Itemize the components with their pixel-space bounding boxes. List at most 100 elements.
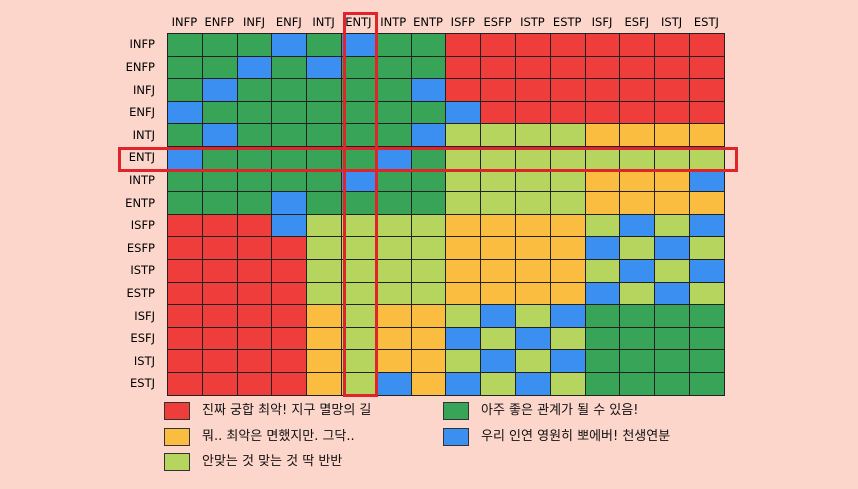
cell-infp-isfp: [445, 33, 482, 57]
cell-infp-esfp: [480, 33, 516, 57]
cell-infp-istp: [515, 33, 551, 57]
cell-infj-estj: [689, 78, 725, 102]
cell-esfp-entp: [410, 236, 447, 260]
cell-enfj-infj: [236, 100, 273, 125]
cell-isfj-enfp: [201, 304, 238, 328]
cell-isfp-istj: [654, 213, 690, 238]
column-label-enfj: ENFJ: [275, 15, 302, 29]
cell-estj-estj: [689, 372, 725, 396]
cell-istp-esfj: [619, 259, 656, 283]
cell-esfj-intj: [306, 326, 342, 351]
cell-intj-esfp: [480, 123, 516, 147]
cell-esfp-isfp: [445, 236, 482, 260]
row-label-intp: INTP: [129, 172, 155, 187]
cell-entp-entp: [410, 191, 447, 215]
cell-enfj-intj: [306, 100, 342, 125]
cell-enfp-isfp: [445, 55, 482, 80]
cell-isfj-entp: [410, 304, 447, 328]
row-label-istp: ISTP: [130, 263, 155, 278]
cell-isfj-infj: [236, 304, 273, 328]
column-label-estp: ESTP: [552, 15, 582, 29]
cell-intp-esfp: [480, 168, 516, 193]
cell-enfp-entp: [410, 55, 447, 80]
cell-intj-esfj: [619, 123, 656, 147]
cell-istp-intj: [306, 259, 342, 283]
cell-enfj-enfp: [201, 100, 238, 125]
cell-isfp-isfp: [445, 213, 482, 238]
cell-infp-intj: [306, 33, 342, 57]
cell-esfj-estp: [549, 326, 586, 351]
cell-isfp-istp: [515, 213, 551, 238]
legend-item-l: 안맞는 것 맞는 것 딱 반반: [164, 453, 444, 473]
cell-intp-intj: [306, 168, 342, 193]
column-label-isfj: ISFJ: [591, 15, 613, 29]
cell-intj-intj: [306, 123, 342, 147]
cell-intp-estp: [549, 168, 586, 193]
column-label-intj: INTJ: [312, 15, 335, 29]
cell-infj-istj: [654, 78, 690, 102]
cell-isfj-enfj: [271, 304, 308, 328]
cell-esfp-estp: [549, 236, 586, 260]
cell-esfp-istp: [515, 236, 551, 260]
cell-infp-enfj: [271, 33, 308, 57]
cell-infj-infp: [167, 78, 203, 102]
cell-infp-enfp: [201, 33, 238, 57]
cell-infp-entp: [410, 33, 447, 57]
cell-entp-enfp: [201, 191, 238, 215]
legend-label-y: 뭐.. 최악은 면했지만. 그닥..: [202, 429, 355, 444]
cell-esfp-intj: [306, 236, 342, 260]
cell-enfp-isfj: [584, 55, 621, 80]
cell-isfp-entp: [410, 213, 447, 238]
cell-esfj-isfp: [445, 326, 482, 351]
cell-estj-estp: [549, 372, 586, 396]
cell-estj-intp: [375, 372, 412, 396]
cell-esfj-enfp: [201, 326, 238, 351]
cell-infj-istp: [515, 78, 551, 102]
column-label-isfp: ISFP: [450, 15, 475, 29]
legend-swatch-l: [164, 453, 190, 471]
cell-intp-entp: [410, 168, 447, 193]
cell-istj-intj: [306, 349, 342, 373]
cell-entp-intj: [306, 191, 342, 215]
column-label-istj: ISTJ: [661, 15, 683, 29]
cell-estp-isfj: [584, 281, 621, 306]
cell-istj-intp: [375, 349, 412, 373]
column-label-estj: ESTJ: [693, 15, 719, 29]
cell-isfp-infp: [167, 213, 203, 238]
cell-intj-enfp: [201, 123, 238, 147]
cell-infj-infj: [236, 78, 273, 102]
row-label-esfp: ESFP: [126, 240, 155, 255]
column-label-intp: INTP: [380, 15, 407, 29]
cell-esfj-estj: [689, 326, 725, 351]
legend-item-y: 뭐.. 최악은 면했지만. 그닥..: [164, 428, 444, 448]
cell-istj-estj: [689, 349, 725, 373]
cell-enfj-entp: [410, 100, 447, 125]
cell-esfj-isfj: [584, 326, 621, 351]
cell-intp-infj: [236, 168, 273, 193]
cell-enfp-estj: [689, 55, 725, 80]
row-label-isfp: ISFP: [130, 218, 155, 233]
cell-esfp-esfj: [619, 236, 656, 260]
cell-intp-isfp: [445, 168, 482, 193]
cell-enfj-intp: [375, 100, 412, 125]
row-label-enfj: ENFJ: [129, 105, 155, 120]
cell-istp-enfj: [271, 259, 308, 283]
cell-isfp-enfj: [271, 213, 308, 238]
cell-infj-entp: [410, 78, 447, 102]
cell-istj-infj: [236, 349, 273, 373]
cell-isfj-estp: [549, 304, 586, 328]
cell-enfp-istp: [515, 55, 551, 80]
cell-isfj-esfp: [480, 304, 516, 328]
cell-estp-entp: [410, 281, 447, 306]
cell-isfp-enfp: [201, 213, 238, 238]
cell-isfp-infj: [236, 213, 273, 238]
cell-entp-intp: [375, 191, 412, 215]
cell-infp-estp: [549, 33, 586, 57]
cell-istj-esfp: [480, 349, 516, 373]
cell-isfp-estp: [549, 213, 586, 238]
cell-infp-isfj: [584, 33, 621, 57]
cell-istj-istp: [515, 349, 551, 373]
cell-estp-enfp: [201, 281, 238, 306]
cell-estp-istj: [654, 281, 690, 306]
